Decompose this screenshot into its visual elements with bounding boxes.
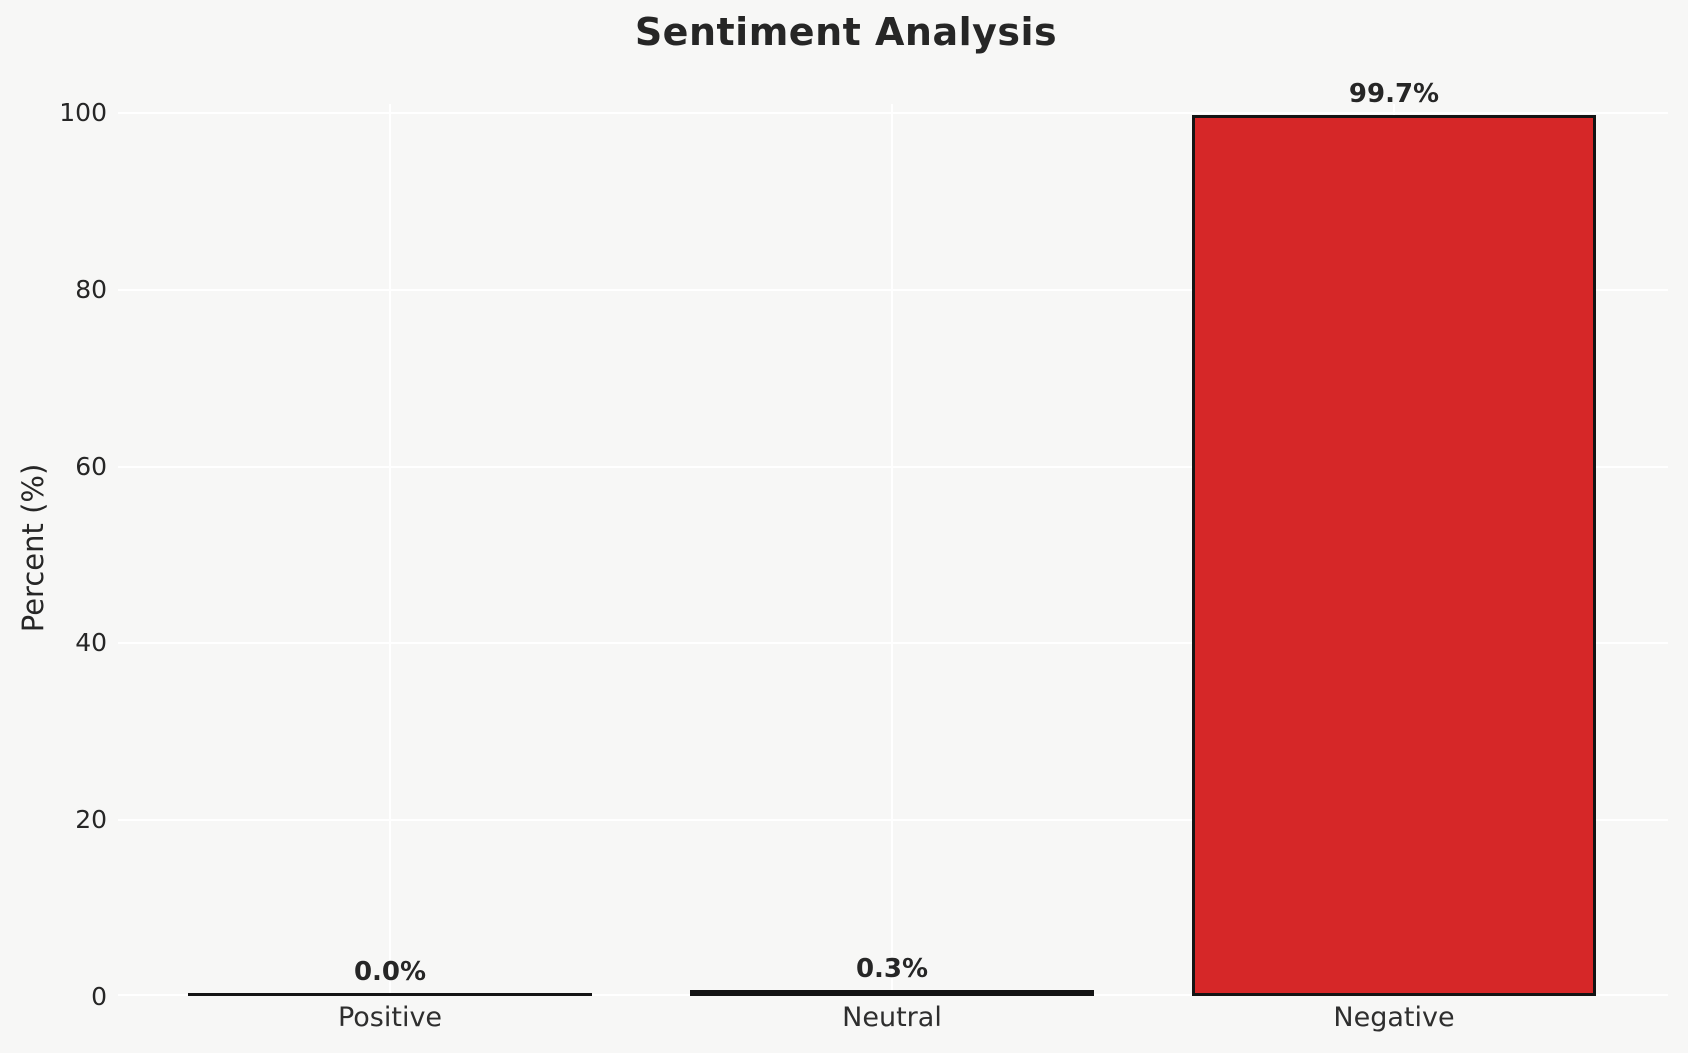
gridline-y-20 (118, 819, 1668, 822)
gridline-x-neutral (891, 104, 893, 996)
y-tick-label-60: 60 (75, 451, 107, 481)
x-category-label-positive: Positive (337, 1002, 443, 1033)
y-tick-label-20: 20 (75, 805, 107, 835)
plot-area: 0.0% 0.3% 99.7% (118, 79, 1668, 996)
bar-neutral (690, 990, 1094, 996)
x-category-label-neutral: Neutral (842, 1002, 942, 1033)
y-tick-labels: 0 20 40 60 80 100 (0, 0, 107, 1053)
bar-positive (188, 993, 592, 996)
gridline-y-100 (118, 112, 1668, 114)
gridline-y-60 (118, 465, 1668, 468)
gridline-x-positive (389, 104, 391, 996)
bar-negative (1192, 115, 1596, 996)
chart-title: Sentiment Analysis (634, 10, 1058, 54)
gridline-y-80 (118, 288, 1668, 291)
y-tick-label-100: 100 (59, 98, 107, 127)
y-tick-label-40: 40 (75, 628, 107, 658)
x-category-labels: Positive Neutral Negative (118, 1002, 1668, 1042)
x-category-label-negative: Negative (1333, 1002, 1455, 1033)
value-label-neutral: 0.3% (855, 954, 929, 984)
y-tick-label-0: 0 (91, 982, 107, 1011)
y-tick-label-80: 80 (75, 274, 107, 304)
value-label-positive: 0.0% (353, 957, 427, 987)
value-label-negative: 99.7% (1348, 79, 1440, 109)
gridline-y-40 (118, 642, 1668, 645)
